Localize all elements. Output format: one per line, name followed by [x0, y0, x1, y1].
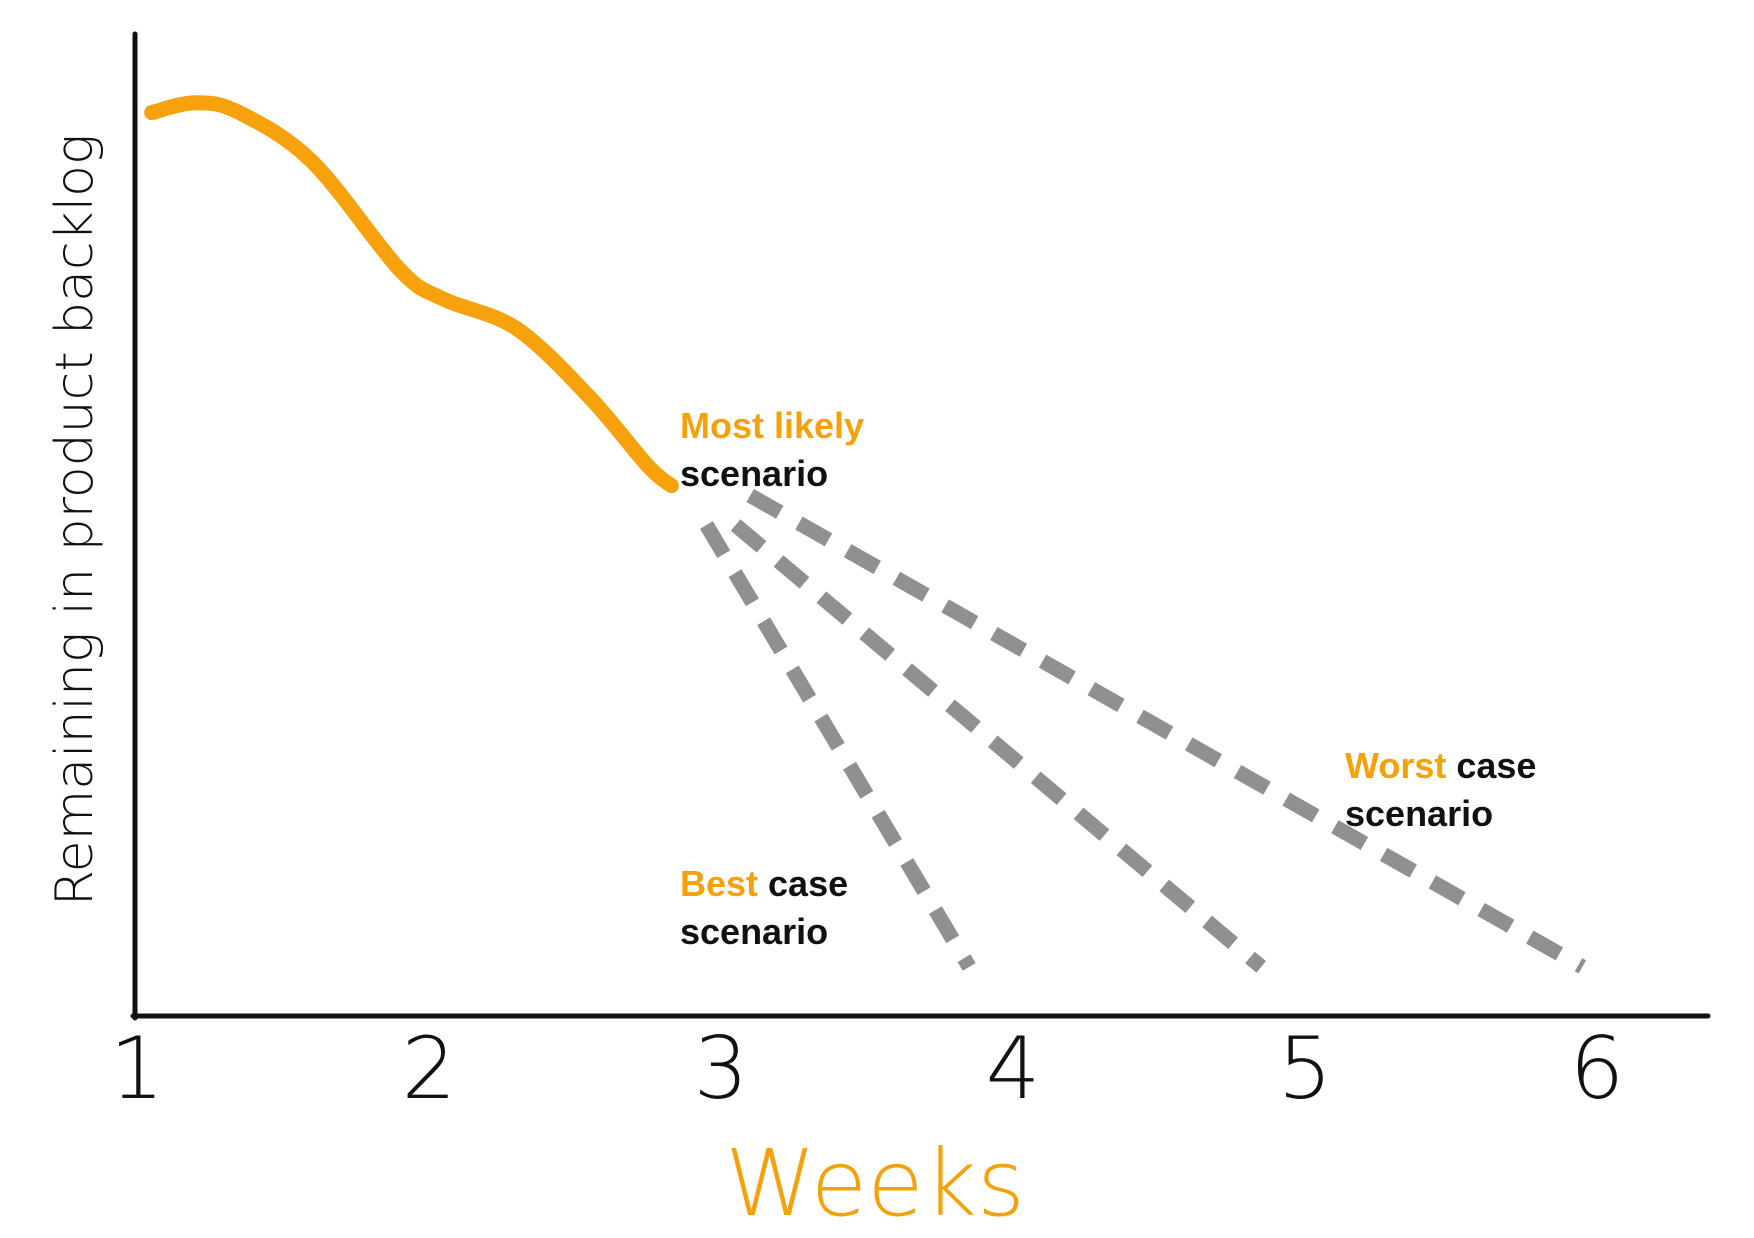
worst-case-highlight: Worst [1345, 745, 1446, 786]
x-tick-label: 5 [1278, 1019, 1333, 1119]
x-tick-labels: 1 2 3 4 5 6 [110, 1019, 1625, 1119]
most-likely-line2: scenario [680, 453, 828, 494]
annotations: Most likely scenario Worst case scenario… [680, 405, 1546, 952]
best-case-line2: scenario [680, 911, 828, 952]
series-layer [144, 95, 1587, 974]
best-case-highlight: Best [680, 863, 758, 904]
x-tick-label: 4 [986, 1019, 1041, 1119]
x-tick-label: 1 [110, 1019, 165, 1119]
y-axis-label: Remaining in product backlog [45, 134, 105, 906]
series-actual-line [144, 95, 679, 494]
worst-case-annotation: Worst case scenario [1345, 745, 1546, 834]
axes [130, 31, 1711, 1021]
x-tick-label: 2 [402, 1019, 457, 1119]
best-case-annotation: Best case scenario [680, 863, 858, 952]
series-worst-line [746, 488, 1587, 974]
worst-case-rest: case [1446, 745, 1536, 786]
series-best-line [699, 521, 976, 971]
series-most-likely-line [730, 519, 1267, 973]
most-likely-highlight: Most likely [680, 405, 864, 446]
most-likely-annotation: Most likely scenario [680, 405, 874, 494]
x-axis-label: Weeks [725, 1130, 1025, 1237]
x-tick-label: 6 [1570, 1019, 1625, 1119]
worst-case-line2: scenario [1345, 793, 1493, 834]
best-case-rest: case [758, 863, 848, 904]
x-tick-label: 3 [694, 1019, 749, 1119]
